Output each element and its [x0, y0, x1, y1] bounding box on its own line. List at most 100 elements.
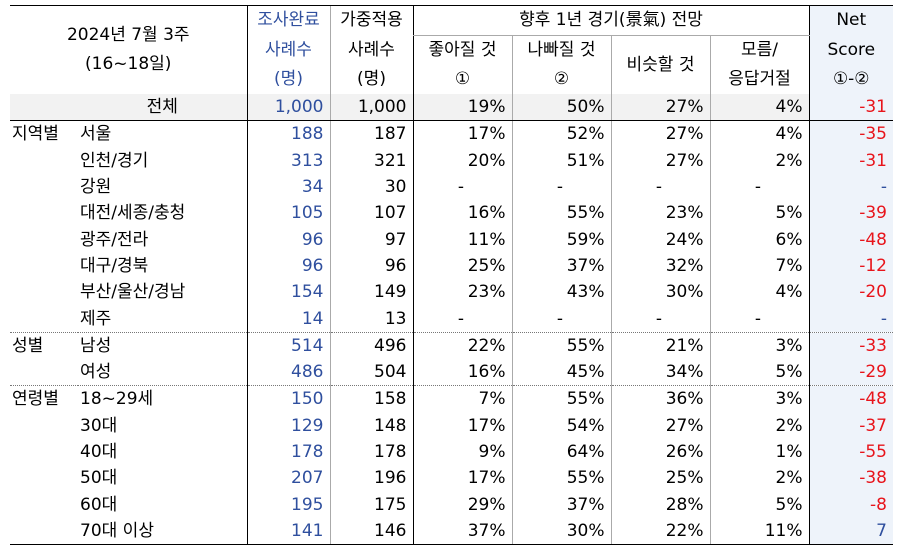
- unknown-pct: 6%: [709, 226, 809, 253]
- same-pct: 22%: [610, 517, 710, 546]
- bad-pct: 54%: [511, 412, 611, 439]
- net-score: 7: [808, 517, 893, 546]
- table-row: 제주 14 13- - - - -: [10, 305, 893, 333]
- completed-header-2: 사례수: [246, 35, 330, 65]
- bad-pct: 37%: [511, 491, 611, 518]
- good-pct: 7%: [412, 385, 512, 413]
- group-label: [10, 94, 78, 122]
- net-score: -48: [808, 226, 893, 253]
- table-body: 전체 1,000 1,000 19% 50% 27% 4% -31 지역별 서울 188 187 17%…: [10, 94, 893, 546]
- unknown-header-1: 모름/: [709, 35, 809, 65]
- bad-pct: 59%: [511, 226, 611, 253]
- completed-count: 188: [246, 120, 330, 148]
- table-row: 여성 486 504 16% 45% 34% 5% -29: [10, 358, 893, 386]
- group-label: [10, 226, 78, 252]
- completed-count: 486: [246, 358, 330, 386]
- group-label: [10, 413, 78, 439]
- weighted-header-1: 가중적용: [329, 5, 413, 36]
- outlook-title: 향후 1년 경기(景氣) 전망: [412, 5, 809, 36]
- net-header-2: Score: [808, 35, 893, 65]
- same-pct: 28%: [610, 491, 710, 518]
- unknown-pct: 5%: [709, 200, 809, 227]
- same-pct: 32%: [610, 252, 710, 280]
- group-label: [10, 148, 78, 174]
- weighted-count: 175: [329, 491, 413, 518]
- row-label: 광주/전라: [80, 229, 149, 250]
- weighted-count: 321: [329, 147, 413, 174]
- unknown-pct: 3%: [709, 331, 809, 359]
- weighted-header-3: (명): [329, 65, 413, 94]
- table-row: 50대 207 196 17% 55% 25% 2% -38: [10, 465, 893, 492]
- weighted-count: 107: [329, 200, 413, 227]
- completed-count: 96: [246, 226, 330, 253]
- good-marker: ①: [412, 65, 512, 94]
- completed-count: 195: [246, 491, 330, 518]
- unknown-pct: 4%: [709, 279, 809, 306]
- table-row: 대전/세종/충청 105 107 16% 55% 23% 5% -39: [10, 200, 893, 227]
- unknown-pct: 2%: [709, 412, 809, 439]
- good-pct: -: [412, 305, 512, 333]
- weighted-count: 97: [329, 226, 413, 253]
- weighted-header-2: 사례수: [329, 35, 413, 65]
- table-row: 부산/울산/경남 154 149 23% 43% 30% 4% -20: [10, 279, 893, 306]
- row-label: 50대: [80, 468, 118, 489]
- completed-count: 514: [246, 331, 330, 359]
- completed-count: 34: [246, 173, 330, 201]
- group-label: [10, 200, 78, 226]
- same-pct: 36%: [610, 385, 710, 413]
- net-header-3: ①-②: [808, 65, 893, 94]
- bad-pct: 55%: [511, 465, 611, 492]
- row-label: 30대: [80, 415, 118, 436]
- group-label: [10, 359, 78, 386]
- completed-count: 105: [246, 200, 330, 227]
- same-pct: 24%: [610, 226, 710, 253]
- weighted-count: 196: [329, 465, 413, 492]
- completed-count: 129: [246, 412, 330, 439]
- weighted-count: 158: [329, 385, 413, 413]
- weighted-count: 178: [329, 438, 413, 466]
- table-row: 성별 남성 514 496 22% 55% 21% 3% -33: [10, 331, 893, 359]
- net-score: -33: [808, 331, 893, 359]
- unknown-pct: 11%: [709, 517, 809, 546]
- completed-count: 14: [246, 305, 330, 333]
- weighted-count: 496: [329, 331, 413, 359]
- completed-count: 313: [246, 147, 330, 174]
- table-row: 지역별 서울 188 187 17% 52% 27% 4% -35: [10, 120, 893, 148]
- unknown-pct: 3%: [709, 385, 809, 413]
- bad-pct: 64%: [511, 438, 611, 466]
- good-pct: 9%: [412, 438, 512, 466]
- good-pct: 29%: [412, 491, 512, 518]
- bad-pct: -: [511, 173, 611, 201]
- weighted-count: 96: [329, 252, 413, 280]
- completed-count: 150: [246, 385, 330, 413]
- completed-count: 1,000: [246, 94, 330, 122]
- bad-pct: 30%: [511, 517, 611, 546]
- good-pct: 25%: [412, 252, 512, 280]
- row-label: 부산/울산/경남: [80, 282, 186, 303]
- unknown-pct: 4%: [709, 94, 809, 122]
- group-label: [10, 465, 78, 491]
- good-header: 좋아질 것: [412, 35, 512, 65]
- unknown-pct: 4%: [709, 120, 809, 148]
- table-row: 60대 195 175 29% 37% 28% 5% -8: [10, 491, 893, 518]
- net-score: -35: [808, 120, 893, 148]
- bad-pct: 50%: [511, 94, 611, 122]
- same-pct: 34%: [610, 358, 710, 386]
- bad-header: 나빠질 것: [511, 35, 611, 65]
- weighted-count: 187: [329, 120, 413, 148]
- row-label: 18~29세: [78, 385, 247, 413]
- bad-pct: 55%: [511, 385, 611, 413]
- bad-pct: 55%: [511, 200, 611, 227]
- net-score: -12: [808, 252, 893, 280]
- row-label: 대전/세종/충청: [80, 203, 186, 224]
- row-label: 강원: [80, 177, 112, 198]
- table-row: 전체 1,000 1,000 19% 50% 27% 4% -31: [10, 94, 893, 122]
- group-label: [10, 174, 78, 200]
- good-pct: 17%: [412, 120, 512, 148]
- good-pct: 11%: [412, 226, 512, 253]
- group-label: 지역별: [10, 120, 78, 148]
- same-pct: -: [610, 305, 710, 333]
- unknown-header-2: 응답거절: [709, 65, 809, 94]
- good-pct: 19%: [412, 94, 512, 122]
- period-line1: 2024년 7월 3주: [66, 25, 190, 45]
